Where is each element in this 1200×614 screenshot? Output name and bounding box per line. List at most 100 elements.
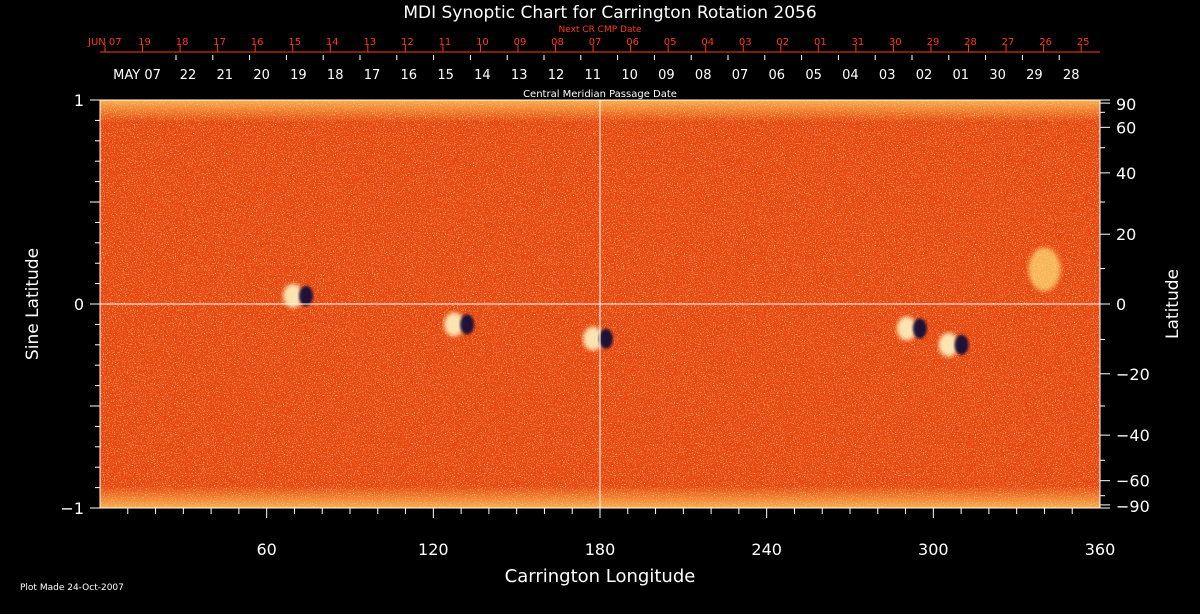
cmp-tick-label: 21 xyxy=(217,68,234,83)
next-cr-tick-label: 03 xyxy=(739,37,752,48)
positive-flux xyxy=(1028,247,1061,292)
cmp-tick-label: 01 xyxy=(953,68,970,83)
y-tick-label-right: 60 xyxy=(1116,118,1136,137)
positive-flux xyxy=(896,316,917,341)
y-tick-label-left: 1 xyxy=(74,91,84,110)
next-cr-tick-label: 07 xyxy=(589,37,602,48)
next-cr-tick-label: 29 xyxy=(927,37,940,48)
cmp-axis-label: Central Meridian Passage Date xyxy=(523,89,677,100)
active-region-0 xyxy=(283,283,313,308)
next-cr-tick-label: 15 xyxy=(288,37,301,48)
next-cr-tick-label: 12 xyxy=(401,37,414,48)
cmp-tick-label: 04 xyxy=(842,68,859,83)
chart-title: MDI Synoptic Chart for Carrington Rotati… xyxy=(403,3,816,23)
x-tick-label: 60 xyxy=(256,540,276,559)
cmp-tick-label: 11 xyxy=(585,68,602,83)
cmp-tick-label: 02 xyxy=(916,68,933,83)
cmp-tick-label: 07 xyxy=(732,68,749,83)
cmp-tick-label: 20 xyxy=(253,68,270,83)
next-cr-tick-label: 27 xyxy=(1002,37,1015,48)
active-region-5 xyxy=(1028,247,1061,292)
x-tick-label: 180 xyxy=(585,540,616,559)
cmp-tick-label: 08 xyxy=(695,68,712,83)
plot-made-note: Plot Made 24-Oct-2007 xyxy=(20,583,124,593)
positive-flux xyxy=(583,326,603,351)
x-axis-title: Carrington Longitude xyxy=(505,566,696,587)
y-tick-label-right: −20 xyxy=(1116,365,1150,384)
active-regions xyxy=(283,247,1061,357)
next-cr-tick-label: 30 xyxy=(889,37,902,48)
next-cr-tick-label: 13 xyxy=(363,37,376,48)
negative-flux xyxy=(299,285,313,306)
active-region-2 xyxy=(583,326,613,351)
cmp-tick-label: 03 xyxy=(879,68,896,83)
cmp-tick-label: 09 xyxy=(658,68,675,83)
next-cr-tick-label: 16 xyxy=(251,37,264,48)
next-cr-tick-label: 08 xyxy=(551,37,564,48)
cmp-tick-label: 13 xyxy=(511,68,528,83)
y-tick-label-right: −40 xyxy=(1116,426,1150,445)
y-tick-label-right: −60 xyxy=(1116,472,1150,491)
y-tick-label-left: 0 xyxy=(74,295,84,314)
active-region-3 xyxy=(896,316,927,341)
y-axis-title-left: Sine Latitude xyxy=(23,248,43,360)
negative-flux xyxy=(460,314,475,335)
next-cr-tick-label: 26 xyxy=(1039,37,1052,48)
cmp-tick-label: 28 xyxy=(1063,68,1080,83)
next-cr-tick-label: 25 xyxy=(1077,37,1090,48)
cmp-tick-label: 18 xyxy=(327,68,344,83)
next-cr-tick-label: 31 xyxy=(852,37,865,48)
next-cr-tick-label: 01 xyxy=(814,37,827,48)
y-tick-label-right: 0 xyxy=(1116,295,1126,314)
cmp-tick-label: 16 xyxy=(401,68,418,83)
cmp-tick-label: 30 xyxy=(989,68,1006,83)
cmp-tick-label: MAY 07 xyxy=(113,68,161,83)
cmp-tick-label: 06 xyxy=(769,68,786,83)
positive-flux xyxy=(444,312,465,337)
cmp-tick-label: 10 xyxy=(621,68,638,83)
next-cr-tick-label: 17 xyxy=(213,37,226,48)
y-tick-label-right: 40 xyxy=(1116,164,1136,183)
next-cr-axis-label: Next CR CMP Date xyxy=(558,25,642,35)
cmp-tick-label: 14 xyxy=(474,68,491,83)
next-cr-tick-label: 18 xyxy=(176,37,189,48)
axis-ticks xyxy=(90,45,1110,518)
cmp-tick-label: 12 xyxy=(548,68,565,83)
next-cr-tick-label: 02 xyxy=(776,37,789,48)
y-tick-label-right: −90 xyxy=(1116,497,1150,516)
cmp-tick-label: 22 xyxy=(180,68,197,83)
next-cr-tick-label: 05 xyxy=(664,37,677,48)
y-tick-label-left: −1 xyxy=(60,499,84,518)
cmp-tick-label: 19 xyxy=(290,68,307,83)
negative-flux xyxy=(599,328,613,349)
cmp-tick-label: 29 xyxy=(1026,68,1043,83)
next-cr-tick-label: 28 xyxy=(964,37,977,48)
negative-flux xyxy=(912,318,927,339)
next-cr-tick-label: JUN 07 xyxy=(87,37,122,48)
axis-labels: 60 120 180 240 300 36010−1906040200−20−40−60−… xyxy=(60,37,1149,559)
x-tick-label: 300 xyxy=(918,540,949,559)
next-cr-tick-label: 10 xyxy=(476,37,489,48)
y-axis-title-right: Latitude xyxy=(1163,269,1183,339)
positive-flux xyxy=(283,283,303,308)
cmp-tick-label: 17 xyxy=(364,68,381,83)
next-cr-tick-label: 09 xyxy=(514,37,527,48)
next-cr-tick-label: 14 xyxy=(326,37,339,48)
negative-flux xyxy=(954,334,969,355)
next-cr-tick-label: 06 xyxy=(626,37,639,48)
x-tick-label: 360 xyxy=(1085,540,1116,559)
next-cr-tick-label: 11 xyxy=(439,37,452,48)
cmp-tick-label: 05 xyxy=(805,68,822,83)
active-region-4 xyxy=(938,332,969,357)
cmp-tick-label: 15 xyxy=(437,68,454,83)
next-cr-tick-label: 04 xyxy=(701,37,714,48)
active-region-1 xyxy=(444,312,475,337)
next-cr-tick-label: 19 xyxy=(138,37,151,48)
x-tick-label: 240 xyxy=(751,540,782,559)
positive-flux xyxy=(938,332,959,357)
y-tick-label-right: 90 xyxy=(1116,95,1136,114)
x-tick-label: 120 xyxy=(418,540,449,559)
y-tick-label-right: 20 xyxy=(1116,225,1136,244)
